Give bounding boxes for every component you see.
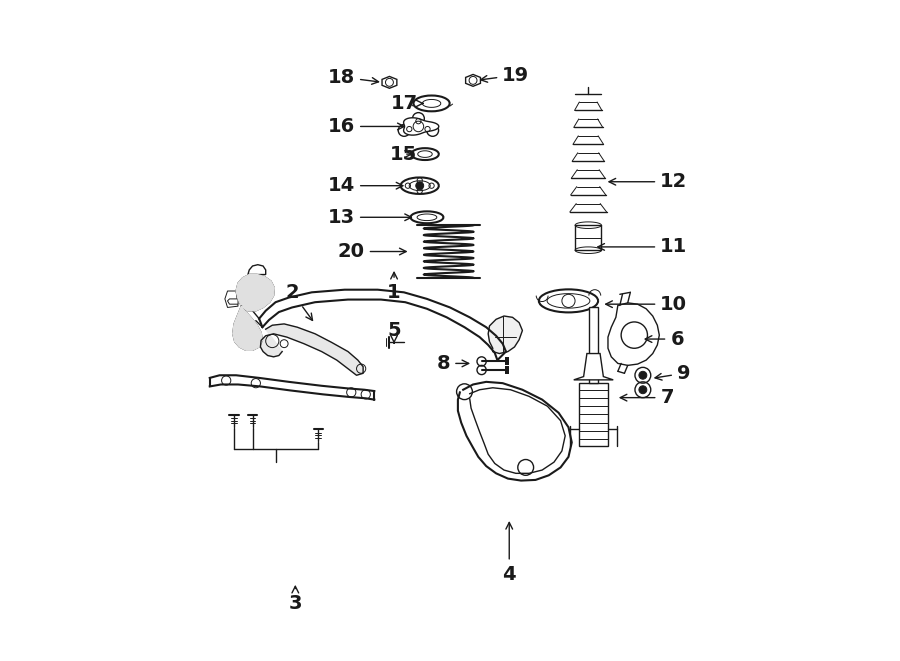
Polygon shape: [382, 77, 397, 89]
Polygon shape: [505, 366, 509, 374]
Text: 3: 3: [289, 586, 302, 613]
Polygon shape: [458, 382, 572, 481]
Text: 7: 7: [620, 388, 674, 407]
Text: 15: 15: [391, 145, 418, 163]
Text: 2: 2: [285, 283, 312, 321]
Circle shape: [639, 386, 647, 394]
Text: 11: 11: [598, 237, 688, 256]
Text: 17: 17: [391, 94, 423, 113]
Text: 12: 12: [609, 173, 688, 191]
Polygon shape: [260, 324, 363, 375]
Polygon shape: [579, 383, 608, 446]
Text: 1: 1: [387, 272, 400, 302]
Polygon shape: [225, 291, 238, 307]
Text: 16: 16: [328, 117, 404, 136]
Polygon shape: [589, 307, 598, 383]
Text: 18: 18: [328, 67, 379, 87]
Polygon shape: [228, 299, 238, 304]
Polygon shape: [403, 118, 439, 135]
Polygon shape: [505, 358, 509, 366]
Text: 19: 19: [481, 65, 529, 85]
Polygon shape: [233, 306, 263, 350]
Text: 8: 8: [436, 354, 469, 373]
Polygon shape: [236, 274, 274, 311]
Circle shape: [639, 371, 647, 379]
Text: 5: 5: [387, 321, 400, 343]
Polygon shape: [488, 316, 522, 354]
Polygon shape: [573, 354, 613, 380]
Text: 4: 4: [502, 522, 516, 584]
Text: 9: 9: [655, 364, 690, 383]
Polygon shape: [248, 264, 266, 274]
Text: 20: 20: [338, 242, 406, 261]
Text: 14: 14: [328, 176, 403, 195]
Text: 6: 6: [645, 330, 684, 348]
Polygon shape: [608, 303, 660, 366]
Text: 13: 13: [328, 208, 411, 227]
Text: 10: 10: [606, 295, 688, 314]
Circle shape: [416, 182, 424, 190]
Polygon shape: [465, 75, 481, 87]
